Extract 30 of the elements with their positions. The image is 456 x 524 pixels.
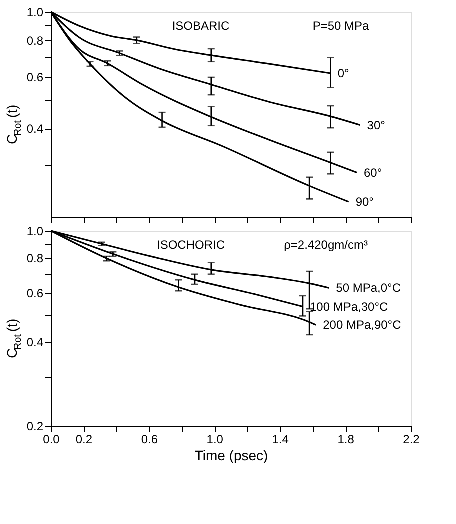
- series-label: 0°: [338, 66, 350, 81]
- annotation: P=50 MPa: [312, 19, 370, 33]
- y-tick-label: 0.8: [26, 34, 44, 48]
- series-label: 60°: [364, 166, 382, 180]
- series-label: 200 MPa,90°C: [323, 318, 402, 332]
- y-axis-title: CRot (t): [4, 104, 24, 144]
- x-tick-label: 1.4: [272, 432, 290, 446]
- series-label: 30°: [367, 118, 386, 132]
- x-axis-title: Time (psec): [194, 448, 268, 464]
- annotation: ρ=2.420gm/cm³: [284, 238, 368, 252]
- y-tick-label: 0.4: [26, 122, 44, 136]
- x-tick-label: 2.2: [403, 432, 420, 446]
- x-tick-label: 0.2: [76, 432, 93, 446]
- y-tick-label: 1.0: [26, 6, 44, 20]
- y-tick-label: 0.4: [26, 336, 44, 350]
- annotation: ISOBARIC: [172, 19, 230, 33]
- y-tick-label: 0.8: [26, 252, 44, 266]
- y-tick-label: 0.6: [26, 70, 44, 85]
- series-label: 100 MPa,30°C: [310, 300, 389, 314]
- y-axis-title: CRot (t): [4, 318, 24, 358]
- y-tick-label: 1.0: [26, 224, 44, 238]
- y-tick-label: 0.6: [26, 286, 44, 300]
- series-label: 50 MPa,0°C: [336, 281, 402, 296]
- x-tick-label: 0.6: [141, 432, 158, 446]
- x-tick-label: 0.0: [43, 432, 60, 446]
- x-tick-label: 1.0: [206, 432, 224, 446]
- series-label: 90°: [356, 195, 374, 209]
- annotation: ISOCHORIC: [156, 238, 226, 252]
- x-tick-label: 1.8: [338, 432, 355, 446]
- y-tick-label: 0.2: [26, 420, 44, 434]
